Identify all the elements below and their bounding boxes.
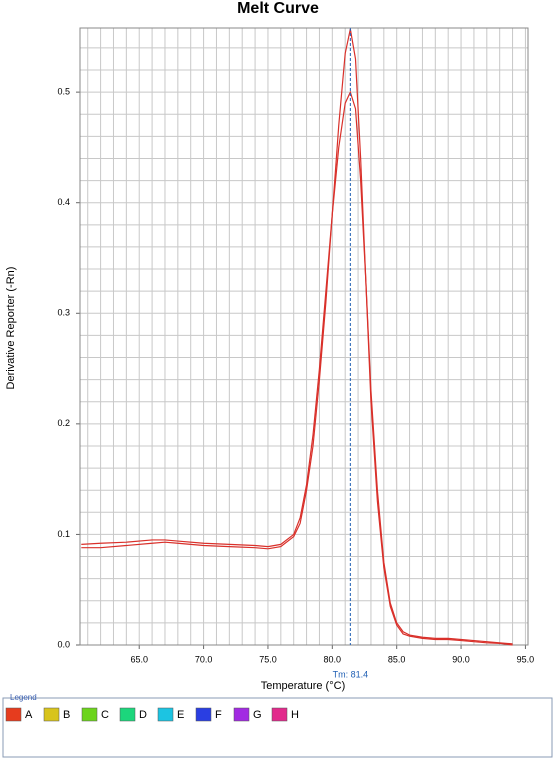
legend-label: F: [215, 709, 222, 721]
plot-border: [79, 27, 529, 646]
y-tick-label: 0.2: [57, 418, 70, 428]
plot-area: [80, 28, 528, 645]
x-axis-label: Temperature (°C): [261, 680, 345, 692]
legend-swatch: [271, 707, 288, 722]
legend-box: [2, 697, 553, 758]
y-axis-label: Derivative Reporter (-Rn): [5, 267, 17, 390]
legend-label: E: [177, 709, 184, 721]
legend-swatch: [81, 707, 98, 722]
legend-label: A: [25, 709, 33, 721]
legend-title: Legend: [10, 693, 37, 702]
x-tick-label: 80.0: [324, 654, 342, 664]
x-tick-label: 95.0: [517, 654, 535, 664]
x-tick-label: 75.0: [259, 654, 277, 664]
legend-label: G: [253, 709, 262, 721]
y-tick-label: 0.3: [57, 308, 70, 318]
legend-swatch: [195, 707, 212, 722]
x-tick-label: 70.0: [195, 654, 213, 664]
legend-swatch: [5, 707, 22, 722]
y-tick-label: 0.1: [57, 529, 70, 539]
tm-label: Tm: 81.4: [333, 669, 369, 679]
legend-label: B: [63, 709, 70, 721]
legend-swatch: [157, 707, 174, 722]
x-tick-label: 85.0: [388, 654, 406, 664]
y-tick-label: 0.0: [57, 639, 70, 649]
y-tick-label: 0.4: [57, 197, 70, 207]
x-tick-label: 65.0: [130, 654, 148, 664]
melt-curve: [81, 90, 513, 645]
chart-title: Melt Curve: [237, 0, 319, 17]
x-tick-label: 90.0: [452, 654, 470, 664]
legend-swatch: [233, 707, 250, 722]
legend-swatch: [119, 707, 136, 722]
legend-label: H: [291, 709, 299, 721]
y-tick-label: 0.5: [57, 87, 70, 97]
legend-swatch: [43, 707, 60, 722]
legend-label: C: [101, 709, 109, 721]
legend-label: D: [139, 709, 147, 721]
melt-curve: [81, 28, 513, 646]
